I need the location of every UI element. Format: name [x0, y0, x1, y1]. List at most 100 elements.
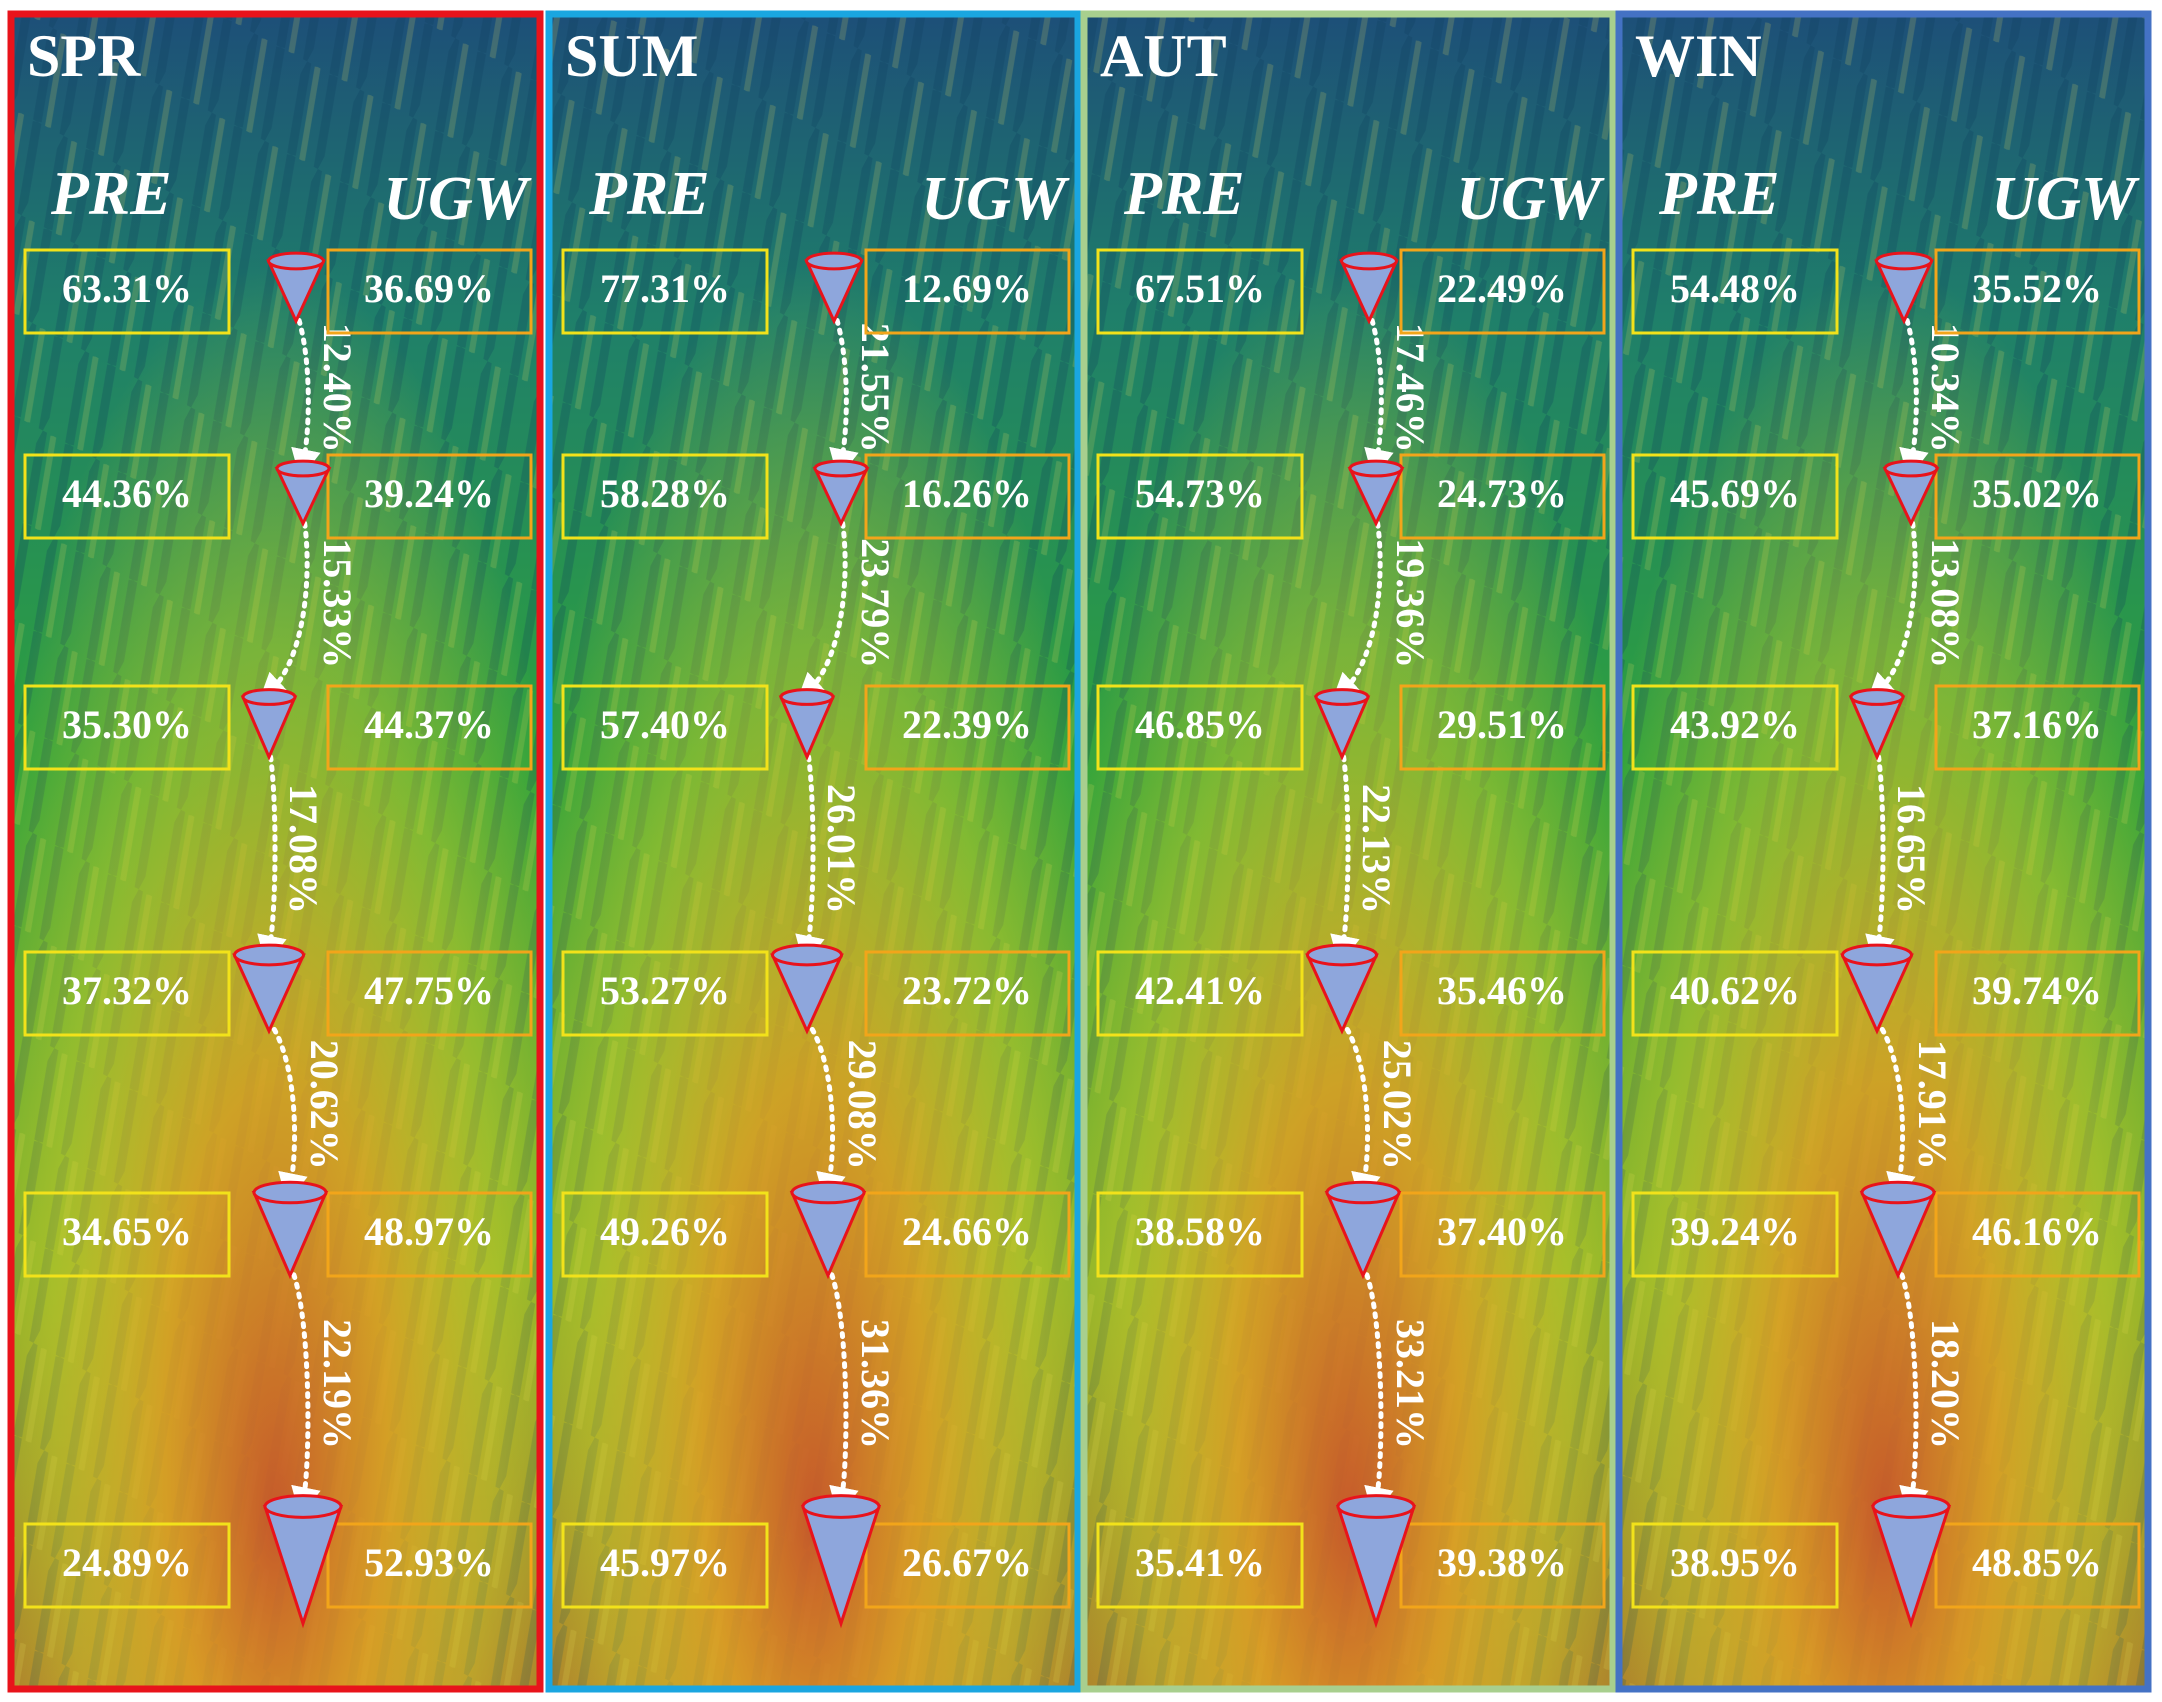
- cone-top: [1841, 943, 1913, 967]
- pre-value: 63.31%: [62, 266, 192, 311]
- pre-box: [1631, 1522, 1839, 1609]
- flow-label: 10.34%: [1923, 323, 1968, 453]
- pre-box: [1096, 248, 1304, 335]
- ugw-label: UGW: [1456, 165, 1605, 233]
- panel-title: SPR: [27, 23, 141, 89]
- ugw-value: 29.51%: [1437, 702, 1567, 747]
- pre-box: [1631, 453, 1839, 540]
- flow-arrow: [1364, 308, 1394, 480]
- ugw-value: 36.69%: [364, 266, 494, 311]
- ugw-value: 24.66%: [902, 1209, 1032, 1254]
- flow-arrow: [1331, 511, 1383, 704]
- pre-value: 35.30%: [62, 702, 192, 747]
- ugw-value: 22.39%: [902, 702, 1032, 747]
- pre-box: [23, 684, 231, 771]
- flow-label: 17.08%: [281, 784, 326, 914]
- pre-box: [1096, 1191, 1304, 1278]
- pre-value: 39.24%: [1670, 1209, 1800, 1254]
- ugw-value: 39.74%: [1972, 968, 2102, 1013]
- pre-box: [1096, 950, 1304, 1037]
- pre-value: 58.28%: [600, 471, 730, 516]
- cone-top: [805, 251, 863, 271]
- pre-value: 35.41%: [1135, 1540, 1265, 1585]
- flow-arrow: [266, 1018, 308, 1204]
- pre-box: [23, 1191, 231, 1278]
- flow-label: 17.91%: [1910, 1040, 1955, 1170]
- cone-top: [1325, 1180, 1401, 1205]
- cone-top: [267, 251, 325, 271]
- panel-title: AUT: [1100, 23, 1227, 89]
- flow-arrow: [1865, 744, 1895, 966]
- ugw-value: 48.97%: [364, 1209, 494, 1254]
- flow-label: 25.02%: [1375, 1040, 1420, 1170]
- pre-label: PRE: [588, 160, 710, 228]
- ugw-box: [1934, 248, 2141, 335]
- panel: SUM PRE UGW 21.55% 23.79% 26.01% 29.08% 31.36% 7…: [545, 10, 1082, 1693]
- flow-arrow: [1895, 1263, 1929, 1518]
- flow-arrow: [795, 744, 825, 966]
- pre-box: [23, 453, 231, 540]
- ugw-box: [1399, 1191, 1606, 1278]
- pre-box: [23, 248, 231, 335]
- pre-value: 37.32%: [62, 968, 192, 1013]
- pre-box: [1631, 248, 1839, 335]
- ugw-box: [864, 684, 1071, 771]
- pre-box: [1631, 950, 1839, 1037]
- pre-value: 54.48%: [1670, 266, 1800, 311]
- ugw-box: [326, 1522, 533, 1609]
- ugw-value: 26.67%: [902, 1540, 1032, 1585]
- flow-label: 15.33%: [315, 538, 360, 668]
- flow-arrow: [1899, 308, 1929, 480]
- pre-box: [561, 1522, 769, 1609]
- ugw-value: 46.16%: [1972, 1209, 2102, 1254]
- ugw-value: 12.69%: [902, 266, 1032, 311]
- ugw-box: [326, 248, 533, 335]
- ugw-box: [326, 950, 533, 1037]
- cone-top: [252, 1180, 328, 1205]
- ugw-value: 44.37%: [364, 702, 494, 747]
- flow-label: 12.40%: [315, 323, 360, 453]
- flow-arrow: [287, 1263, 321, 1518]
- pre-label: PRE: [50, 160, 172, 228]
- cone-top: [790, 1180, 866, 1205]
- cone-top: [1860, 1180, 1936, 1205]
- ugw-box: [326, 1191, 533, 1278]
- cone-top: [1340, 251, 1398, 271]
- ugw-value: 35.46%: [1437, 968, 1567, 1013]
- cone-top: [1348, 459, 1404, 478]
- flow-arrow: [1360, 1263, 1394, 1518]
- cone-top: [233, 943, 305, 967]
- ugw-value: 39.24%: [364, 471, 494, 516]
- ugw-value: 37.16%: [1972, 702, 2102, 747]
- panel-title: WIN: [1635, 23, 1762, 89]
- ugw-box: [1934, 453, 2141, 540]
- ugw-value: 39.38%: [1437, 1540, 1567, 1585]
- cone-top: [275, 459, 331, 478]
- pre-box: [561, 684, 769, 771]
- ugw-box: [864, 950, 1071, 1037]
- pre-box: [1631, 1191, 1839, 1278]
- pre-label: PRE: [1658, 160, 1780, 228]
- ugw-box: [326, 684, 533, 771]
- pre-box: [561, 950, 769, 1037]
- flow-label: 18.20%: [1923, 1319, 1968, 1449]
- pre-value: 77.31%: [600, 266, 730, 311]
- flow-arrow: [1330, 744, 1360, 966]
- flow-label: 21.55%: [853, 323, 898, 453]
- flow-arrow: [796, 511, 848, 704]
- pre-box: [1631, 684, 1839, 771]
- panel-title: SUM: [565, 23, 698, 89]
- ugw-box: [864, 1191, 1071, 1278]
- flow-label: 33.21%: [1388, 1319, 1433, 1449]
- cone-top: [263, 1494, 343, 1519]
- ugw-value: 35.52%: [1972, 266, 2102, 311]
- ugw-value: 16.26%: [902, 471, 1032, 516]
- panel: WIN PRE UGW 10.34% 13.08% 16.65% 17.91% 18.20% 5…: [1615, 10, 2152, 1693]
- flow-arrow: [825, 1263, 859, 1518]
- pre-value: 45.97%: [600, 1540, 730, 1585]
- ugw-box: [1399, 684, 1606, 771]
- panel: AUT PRE UGW 17.46% 19.36% 22.13% 25.02% 33.21% 6…: [1080, 10, 1617, 1693]
- panel: SPR PRE UGW 12.40% 15.33% 17.08% 20.62% 22.19% 6…: [7, 10, 544, 1693]
- pre-value: 38.95%: [1670, 1540, 1800, 1585]
